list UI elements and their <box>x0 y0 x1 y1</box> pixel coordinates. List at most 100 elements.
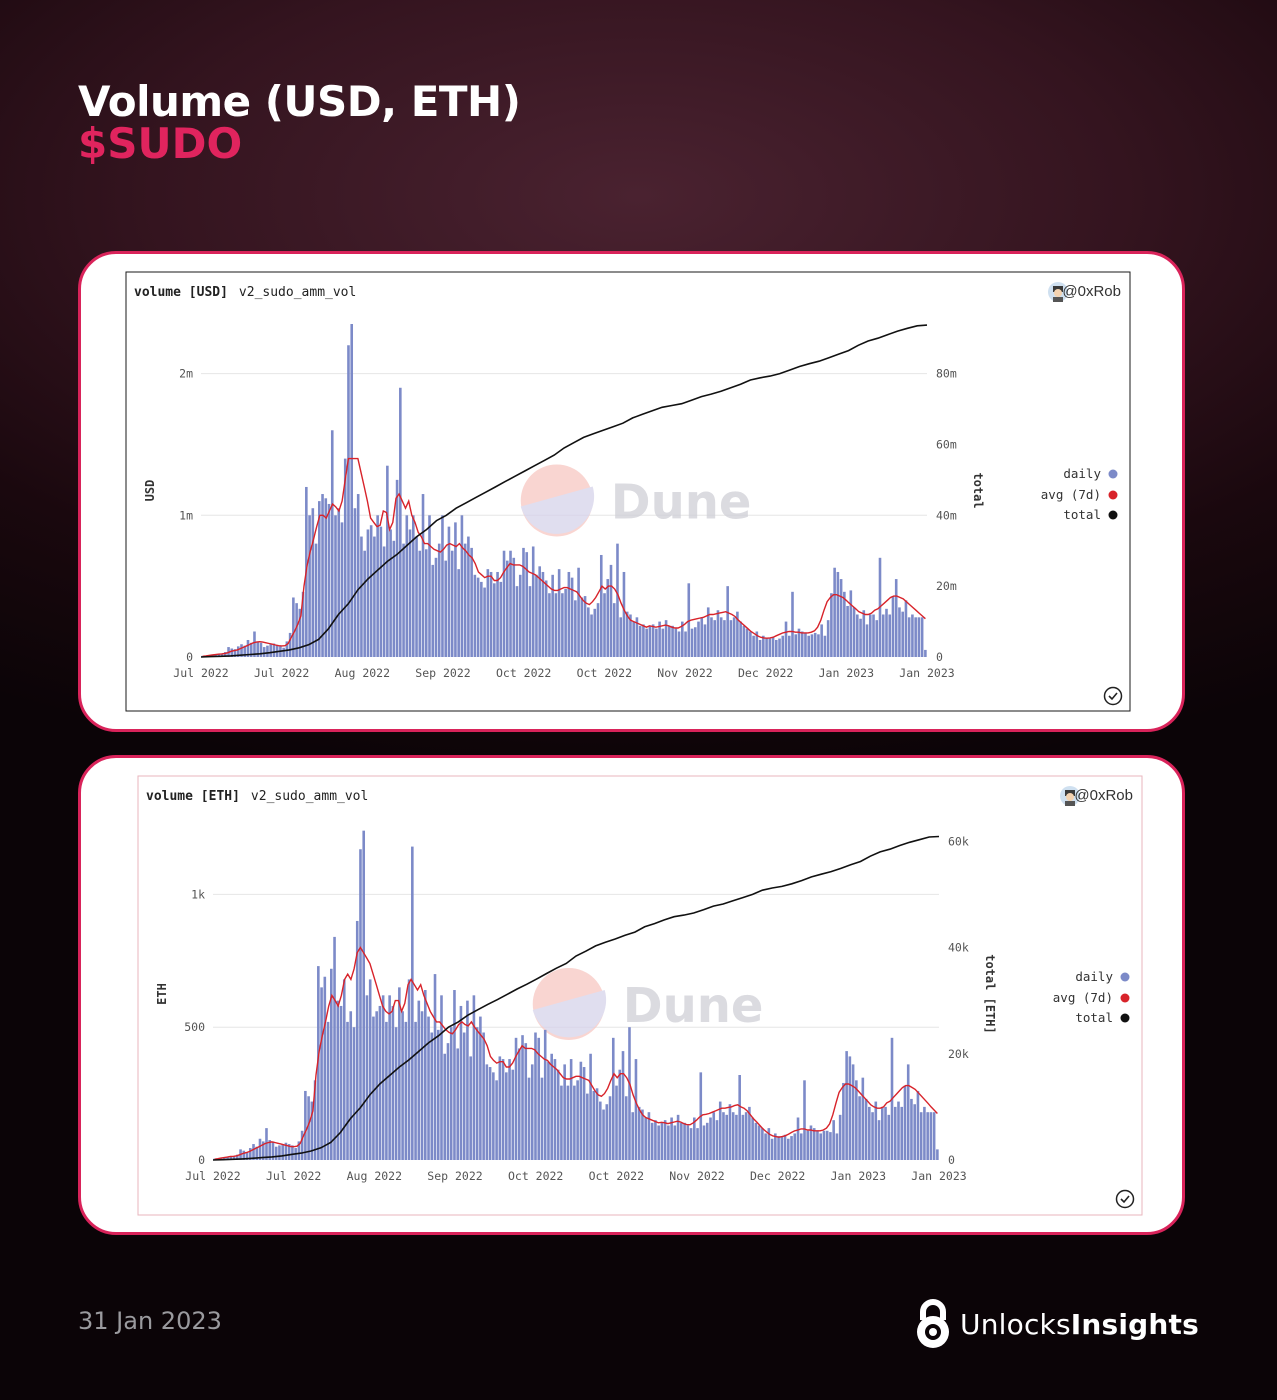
y-tick-label: 1k <box>191 887 205 901</box>
bar <box>816 1130 819 1160</box>
bar <box>907 617 911 657</box>
bar <box>376 515 379 657</box>
bar <box>314 543 318 657</box>
x-tick-label: Dec 2022 <box>738 666 793 680</box>
bar <box>573 1085 576 1160</box>
bar <box>366 529 370 657</box>
bar <box>663 1120 667 1160</box>
bar <box>456 1048 459 1160</box>
bar <box>819 1133 822 1160</box>
total-line <box>200 324 928 658</box>
y2-tick-label: 40k <box>948 941 969 955</box>
bar <box>282 647 285 657</box>
bar <box>786 1138 790 1160</box>
bar <box>564 588 567 657</box>
bar <box>822 1130 826 1160</box>
legend-label: total <box>1075 1010 1113 1025</box>
bar <box>272 643 276 657</box>
bar <box>764 1133 767 1160</box>
bar <box>449 1027 453 1160</box>
bar <box>501 1059 505 1160</box>
bar <box>556 1069 560 1160</box>
bar <box>864 1098 868 1160</box>
bar <box>368 979 372 1160</box>
bar <box>631 1112 635 1160</box>
bar <box>893 1106 897 1160</box>
bar <box>548 593 551 657</box>
bar <box>593 608 597 657</box>
bar <box>300 1130 304 1160</box>
bar <box>914 617 917 657</box>
bar <box>512 557 516 657</box>
bar <box>472 995 476 1160</box>
bar <box>570 577 574 657</box>
brand-logo-block: UnlocksInsights <box>912 1298 1199 1350</box>
bar <box>790 1136 793 1160</box>
dune-logo-shade <box>520 486 595 534</box>
bar <box>339 1005 343 1160</box>
y2-tick-label: 0 <box>948 1153 955 1167</box>
bar <box>274 1146 278 1160</box>
bar <box>812 1128 816 1160</box>
bar <box>671 625 674 657</box>
bar <box>820 624 823 657</box>
bar <box>541 571 545 657</box>
bar <box>320 987 323 1160</box>
bar <box>437 543 441 657</box>
chart-title: volume [ETH] <box>146 789 240 804</box>
bar <box>436 1029 440 1160</box>
bar <box>265 1128 268 1160</box>
bar <box>754 1122 758 1160</box>
chart-subtitle: v2_sudo_amm_vol <box>251 789 368 804</box>
bar <box>683 1122 686 1160</box>
bar <box>712 1112 716 1160</box>
bar <box>308 515 311 657</box>
bar <box>424 549 428 657</box>
usd-chart-card: volume [USD] v2_sudo_amm_vol @0xRob 0 1m 2m 0 2… <box>78 251 1185 732</box>
bar <box>703 624 707 657</box>
bar <box>379 526 383 657</box>
bar <box>920 617 924 657</box>
bar <box>224 652 227 657</box>
bar <box>574 600 577 657</box>
x-tick-label: Nov 2022 <box>669 1169 724 1183</box>
bar <box>278 1145 281 1160</box>
bar <box>566 1085 570 1160</box>
bar <box>462 1032 466 1160</box>
y2-tick-label: 60k <box>948 834 969 848</box>
bar <box>554 593 558 657</box>
bar <box>307 1096 310 1160</box>
bar <box>522 547 525 657</box>
bar <box>480 581 483 657</box>
bar <box>551 574 554 657</box>
bar <box>647 1112 651 1160</box>
bar <box>606 579 610 657</box>
total-line <box>212 835 940 1161</box>
bar <box>534 1032 537 1160</box>
x-tick-label: Nov 2022 <box>657 666 712 680</box>
checkmark-tick <box>1108 692 1118 701</box>
bar <box>395 479 399 657</box>
bar <box>392 540 396 657</box>
x-tick-label: Oct 2022 <box>508 1169 563 1183</box>
bar <box>483 587 486 657</box>
bar <box>253 631 256 657</box>
bar <box>609 564 613 657</box>
bar <box>269 644 272 657</box>
bar <box>337 508 341 657</box>
bar <box>382 546 386 657</box>
y-tick-label: 1m <box>179 508 193 522</box>
bar <box>454 522 457 657</box>
bar <box>355 920 359 1160</box>
bar <box>797 628 801 657</box>
bar <box>823 635 827 657</box>
author-avatar-icon <box>1048 282 1068 302</box>
bar <box>596 603 600 657</box>
page-title: Volume (USD, ETH) <box>78 77 521 126</box>
bar <box>479 1016 482 1160</box>
bar <box>774 1133 777 1160</box>
bar <box>281 1144 284 1160</box>
bar <box>242 1150 246 1160</box>
bar <box>297 1141 301 1160</box>
bar <box>509 550 512 657</box>
